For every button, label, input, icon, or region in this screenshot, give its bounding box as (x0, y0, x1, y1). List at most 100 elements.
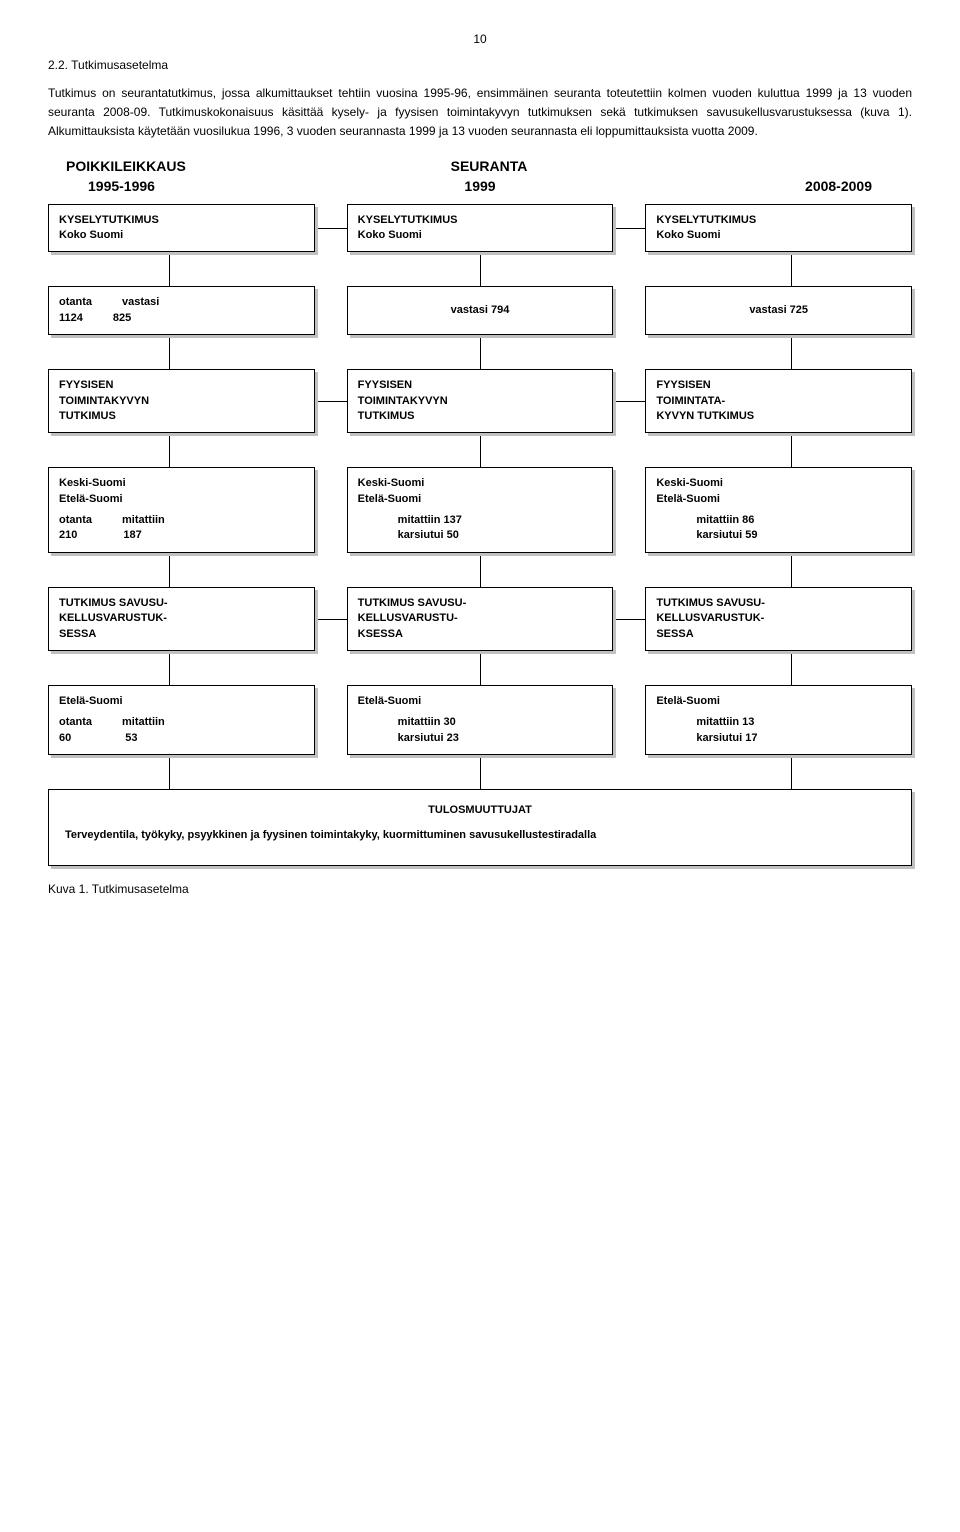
heading-seuranta: SEURANTA (348, 158, 630, 174)
text: KYVYN TUTKIMUS (656, 409, 901, 424)
text: mitattiin 30 (358, 715, 603, 730)
v-connector (48, 433, 912, 467)
text: 60 (59, 732, 71, 744)
text: TOIMINTAKYVYN (59, 394, 304, 409)
box-keski-2: Keski-Suomi Etelä-Suomi mitattiin 137 ka… (347, 467, 614, 553)
text: KELLUSVARUSTU- (358, 611, 603, 626)
text: KYSELYTUTKIMUS (358, 213, 603, 228)
text: Keski-Suomi (358, 476, 603, 491)
tulos-body: Terveydentila, työkyky, psyykkinen ja fy… (65, 827, 895, 844)
text: TOIMINTATA- (656, 394, 901, 409)
text: Etelä-Suomi (656, 694, 901, 709)
box-keski-1: Keski-Suomi Etelä-Suomi otantamitattiin … (48, 467, 315, 553)
page-number: 10 (48, 32, 912, 46)
box-fyysisen-1: FYYSISEN TOIMINTAKYVYN TUTKIMUS (48, 369, 315, 433)
tulos-title: TULOSMUUTTUJAT (65, 802, 895, 819)
box-etela-3: Etelä-Suomi mitattiin 13 karsiutui 17 (645, 685, 912, 755)
row-keski: Keski-Suomi Etelä-Suomi otanta mitattiin … (48, 467, 912, 553)
v-connector (48, 755, 912, 789)
text: TUTKIMUS SAVUSU- (656, 596, 901, 611)
body-paragraph: Tutkimus on seurantatutkimus, jossa alku… (48, 84, 912, 142)
text: KSESSA (358, 627, 603, 642)
text: TOIMINTAKYVYN (358, 394, 603, 409)
diagram-main-headings: POIKKILEIKKAUS SEURANTA (48, 158, 912, 174)
box-otanta-1: otanta vastasi 1124 825 (48, 286, 315, 335)
text: 210 (59, 529, 77, 541)
row-savusu: TUTKIMUS SAVUSU- KELLUSVARUSTUK- SESSA T… (48, 587, 912, 651)
text: TUTKIMUS (59, 409, 304, 424)
box-tulosmuuttujat: TULOSMUUTTUJAT Terveydentila, työkyky, p… (48, 789, 912, 866)
text: KELLUSVARUSTUK- (59, 611, 304, 626)
v-connector (48, 252, 912, 286)
text: SESSA (59, 627, 304, 642)
text: mitattiin 137 (358, 513, 603, 528)
box-fyysisen-2: FYYSISEN TOIMINTAKYVYN TUTKIMUS (347, 369, 614, 433)
box-savusu-3: TUTKIMUS SAVUSU- KELLUSVARUSTUK- SESSA (645, 587, 912, 651)
box-kysely-1: KYSELYTUTKIMUS Koko Suomi (48, 204, 315, 253)
section-heading: 2.2. Tutkimusasetelma (48, 58, 912, 72)
text: 825 (113, 312, 131, 324)
box-keski-3: Keski-Suomi Etelä-Suomi mitattiin 86 kar… (645, 467, 912, 553)
v-connector (48, 553, 912, 587)
text: FYYSISEN (358, 378, 603, 393)
text: 187 (123, 529, 141, 541)
year-row: 1995-1996 1999 2008-2009 (48, 178, 912, 194)
year-1: 1995-1996 (48, 178, 349, 194)
text: Keski-Suomi (59, 476, 304, 491)
text: Etelä-Suomi (59, 492, 304, 507)
text: Etelä-Suomi (358, 492, 603, 507)
text: SESSA (656, 627, 901, 642)
text: 53 (125, 732, 137, 744)
text: FYYSISEN (59, 378, 304, 393)
row-otanta: otanta vastasi 1124 825 vastasi 794 vastas… (48, 286, 912, 335)
text: FYYSISEN (656, 378, 901, 393)
text: TUTKIMUS SAVUSU- (59, 596, 304, 611)
figure-caption: Kuva 1. Tutkimusasetelma (48, 882, 912, 896)
box-savusu-1: TUTKIMUS SAVUSU- KELLUSVARUSTUK- SESSA (48, 587, 315, 651)
box-kysely-3: KYSELYTUTKIMUS Koko Suomi (645, 204, 912, 253)
text: Etelä-Suomi (358, 694, 603, 709)
text: KELLUSVARUSTUK- (656, 611, 901, 626)
row-etela: Etelä-Suomi otanta mitattiin 60 53 Etelä-S… (48, 685, 912, 755)
text: 1124 (59, 312, 83, 324)
text: Etelä-Suomi (59, 694, 304, 709)
text: mitattiin (122, 514, 165, 526)
text: TUTKIMUS (358, 409, 603, 424)
text: vastasi 725 (749, 303, 808, 318)
text: mitattiin 86 (656, 513, 901, 528)
text: otanta (59, 716, 92, 728)
text: vastasi 794 (451, 303, 510, 318)
text: otanta (59, 296, 92, 308)
heading-poikki: POIKKILEIKKAUS (48, 158, 348, 174)
text: Koko Suomi (59, 228, 304, 243)
box-etela-2: Etelä-Suomi mitattiin 30 karsiutui 23 (347, 685, 614, 755)
text: mitattiin (122, 716, 165, 728)
text: TUTKIMUS SAVUSU- (358, 596, 603, 611)
text: Koko Suomi (358, 228, 603, 243)
text: Etelä-Suomi (656, 492, 901, 507)
box-savusu-2: TUTKIMUS SAVUSU- KELLUSVARUSTU- KSESSA (347, 587, 614, 651)
text: karsiutui 23 (358, 731, 603, 746)
year-3: 2008-2009 (611, 178, 912, 194)
v-connector (48, 335, 912, 369)
box-etela-1: Etelä-Suomi otanta mitattiin 60 53 (48, 685, 315, 755)
text: KYSELYTUTKIMUS (656, 213, 901, 228)
text: karsiutui 59 (656, 528, 901, 543)
row-kysely: KYSELYTUTKIMUS Koko Suomi KYSELYTUTKIMUS… (48, 204, 912, 253)
row-fyysisen: FYYSISEN TOIMINTAKYVYN TUTKIMUS FYYSISEN… (48, 369, 912, 433)
year-2: 1999 (349, 178, 610, 194)
text: karsiutui 17 (656, 731, 901, 746)
heading-spacer (630, 158, 912, 174)
v-connector (48, 651, 912, 685)
text: Koko Suomi (656, 228, 901, 243)
text: karsiutui 50 (358, 528, 603, 543)
text: otanta (59, 514, 92, 526)
box-otanta-2: vastasi 794 (347, 286, 614, 335)
text: vastasi (122, 296, 159, 308)
box-otanta-3: vastasi 725 (645, 286, 912, 335)
text: KYSELYTUTKIMUS (59, 213, 304, 228)
text: mitattiin 13 (656, 715, 901, 730)
box-kysely-2: KYSELYTUTKIMUS Koko Suomi (347, 204, 614, 253)
box-fyysisen-3: FYYSISEN TOIMINTATA- KYVYN TUTKIMUS (645, 369, 912, 433)
text: Keski-Suomi (656, 476, 901, 491)
